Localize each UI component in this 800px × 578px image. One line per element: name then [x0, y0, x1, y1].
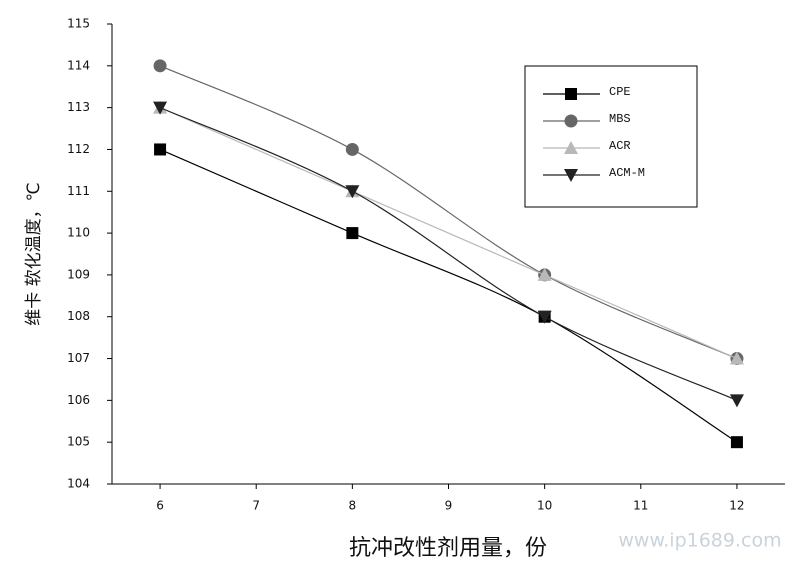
y-tick-label: 108 — [67, 309, 90, 323]
x-tick-label: 9 — [445, 499, 453, 513]
watermark: www.ip1689.com — [618, 530, 781, 552]
y-tick-label: 115 — [67, 17, 90, 31]
y-tick-label: 107 — [67, 351, 90, 365]
y-tick-label: 112 — [67, 142, 90, 156]
legend-label: ACR — [609, 139, 631, 153]
data-point — [346, 227, 359, 240]
x-tick-label: 10 — [537, 499, 552, 513]
data-point — [345, 185, 360, 199]
data-point — [729, 394, 744, 408]
data-point — [729, 351, 744, 365]
x-axis-label: 抗冲改性剂用量，份 — [349, 536, 547, 561]
data-point — [345, 142, 359, 156]
y-tick-label: 109 — [67, 267, 90, 281]
legend-marker — [564, 169, 578, 182]
x-tick-label: 8 — [349, 499, 357, 513]
x-tick-label: 12 — [729, 499, 744, 513]
x-tick-label: 6 — [156, 499, 164, 513]
legend-label: CPE — [609, 85, 631, 99]
data-point — [154, 143, 167, 156]
data-point — [537, 310, 552, 324]
series-line — [159, 65, 738, 360]
legend-marker — [565, 88, 577, 100]
legend-box — [524, 65, 698, 208]
y-tick-label: 104 — [67, 477, 90, 491]
x-tick-label: 7 — [252, 499, 260, 513]
y-tick-label: 113 — [67, 100, 90, 114]
legend-label: ACM-M — [609, 166, 645, 180]
series-line — [159, 107, 738, 401]
legend-marker — [564, 141, 578, 154]
series-line — [159, 148, 738, 443]
data-point — [153, 59, 167, 73]
x-tick-label: 11 — [633, 499, 648, 513]
series-line — [159, 107, 738, 360]
data-point — [153, 101, 168, 115]
data-point — [730, 436, 743, 449]
data-point — [537, 267, 552, 281]
legend-label: MBS — [609, 112, 631, 126]
legend-marker — [564, 114, 578, 128]
y-tick-label: 105 — [67, 435, 90, 449]
y-tick-label: 110 — [67, 226, 90, 240]
y-tick-label: 114 — [67, 58, 90, 72]
y-tick-label: 106 — [67, 393, 90, 407]
y-axis-label: 维卡 软化温度，℃ — [24, 182, 44, 326]
y-tick-label: 111 — [67, 184, 90, 198]
